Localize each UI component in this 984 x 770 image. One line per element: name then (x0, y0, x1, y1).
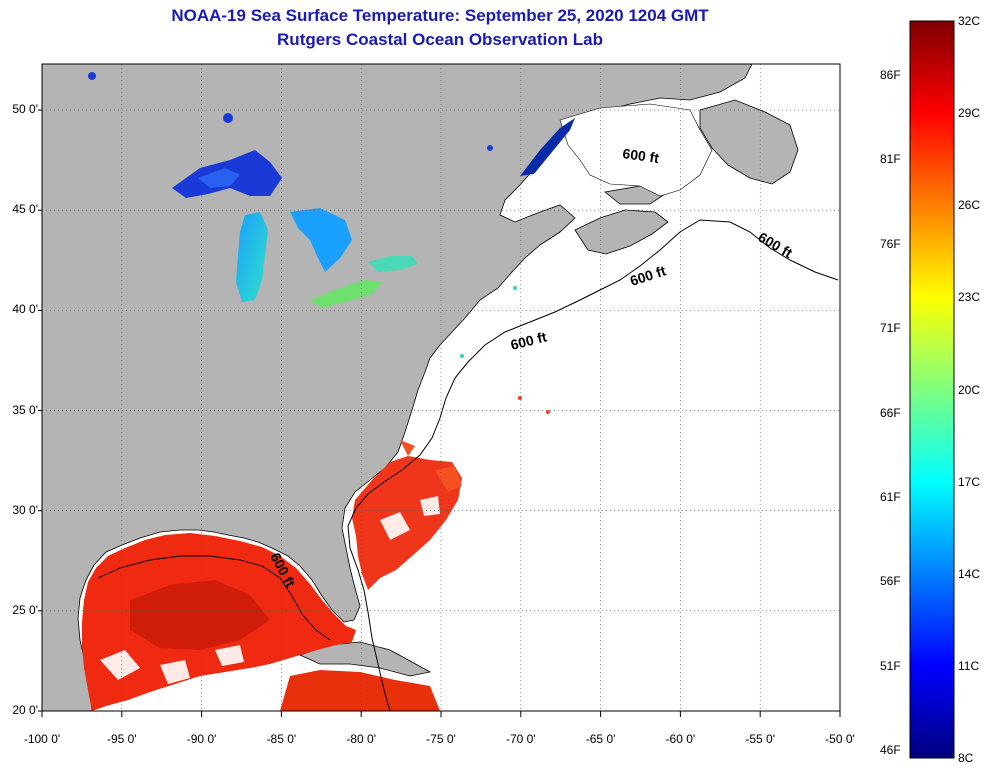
colorbar-fahrenheit-label: 46F (880, 743, 901, 757)
colorbar-fahrenheit-label: 76F (880, 237, 901, 251)
colorbar-fahrenheit-label: 86F (880, 68, 901, 82)
longitude-label: -80 0' (346, 732, 376, 746)
colorbar-fahrenheit-label: 81F (880, 152, 901, 166)
colorbar-celsius-label: 29C (958, 106, 980, 120)
lake-winnipeg-patch (88, 72, 96, 80)
colorbar-celsius-label: 32C (958, 14, 980, 28)
sst-speck (460, 354, 464, 358)
latitude-label: 50 0' (0, 102, 38, 116)
colorbar-fahrenheit-label: 51F (880, 659, 901, 673)
latitude-label: 40 0' (0, 302, 38, 316)
lake-st-john (487, 145, 493, 151)
longitude-label: -95 0' (107, 732, 137, 746)
latitude-label: 35 0' (0, 403, 38, 417)
colorbar-fahrenheit-label: 66F (880, 406, 901, 420)
longitude-label: -65 0' (586, 732, 616, 746)
colorbar-fahrenheit-label: 71F (880, 321, 901, 335)
latitude-label: 25 0' (0, 603, 38, 617)
colorbar-celsius-label: 17C (958, 475, 980, 489)
colorbar-celsius-label: 8C (958, 751, 973, 765)
colorbar-fahrenheit-label: 56F (880, 574, 901, 588)
longitude-label: -75 0' (426, 732, 456, 746)
colorbar-celsius-label: 14C (958, 567, 980, 581)
latitude-label: 30 0' (0, 503, 38, 517)
colorbar-fahrenheit-label: 61F (880, 490, 901, 504)
longitude-label: -55 0' (745, 732, 775, 746)
longitude-label: -100 0' (24, 732, 60, 746)
colorbar-celsius-label: 26C (958, 198, 980, 212)
longitude-label: -70 0' (506, 732, 536, 746)
latitude-label: 45 0' (0, 202, 38, 216)
latitude-label: 20 0' (0, 703, 38, 717)
sst-speck (518, 396, 522, 400)
longitude-label: -85 0' (267, 732, 297, 746)
colorbar-celsius-label: 20C (958, 383, 980, 397)
longitude-label: -50 0' (825, 732, 855, 746)
temperature-colorbar (910, 21, 954, 758)
longitude-label: -60 0' (666, 732, 696, 746)
lake-nipigon (223, 113, 233, 123)
colorbar-celsius-label: 11C (958, 659, 979, 673)
sst-speck (513, 286, 517, 290)
colorbar-celsius-label: 23C (958, 290, 980, 304)
longitude-label: -90 0' (187, 732, 217, 746)
